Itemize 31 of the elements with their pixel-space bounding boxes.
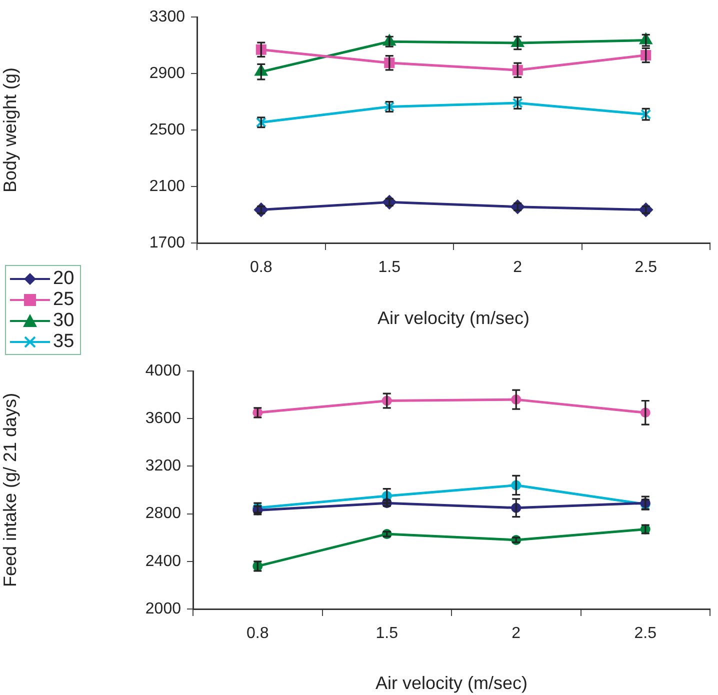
x-tick-label: 1.5: [376, 625, 398, 642]
x-tick-label: 2.5: [634, 259, 658, 276]
legend-label: 35: [53, 331, 74, 352]
legend-label: 30: [53, 310, 74, 331]
x-axis-title: Air velocity (m/sec): [375, 673, 528, 694]
y-tick-label: 3200: [145, 458, 182, 475]
x-tick-label: 2: [513, 259, 522, 276]
point: [254, 202, 268, 217]
legend-label: 25: [53, 289, 74, 310]
x-tick-label: 0.8: [246, 625, 269, 642]
point: [638, 202, 653, 217]
legend-label: 20: [53, 268, 74, 289]
y-axis-title: Body weight (g): [0, 67, 20, 193]
point: [510, 200, 525, 214]
y-tick-label: 2800: [145, 505, 182, 522]
y-tick-label: 2500: [149, 121, 186, 138]
y-tick-label: 2900: [149, 64, 186, 82]
y-tick-label: 2000: [145, 600, 182, 618]
y-tick-label: 2100: [149, 178, 186, 195]
y-tick-label: 2400: [145, 552, 182, 570]
y-tick-label: 1700: [149, 234, 186, 252]
y-axis-title: Feed intake (g/ 21 days): [0, 392, 20, 588]
x-tick-label: 2.5: [634, 625, 657, 642]
x-tick-label: 0.8: [250, 259, 272, 276]
y-tick-label: 3300: [149, 8, 186, 26]
point: [382, 195, 396, 210]
x-axis-title: Air velocity (m/sec): [377, 308, 530, 328]
x-tick-label: 2: [512, 625, 521, 642]
y-tick-label: 3600: [145, 410, 182, 428]
x-tick-label: 1.5: [378, 259, 401, 276]
y-tick-label: 4000: [145, 362, 182, 380]
